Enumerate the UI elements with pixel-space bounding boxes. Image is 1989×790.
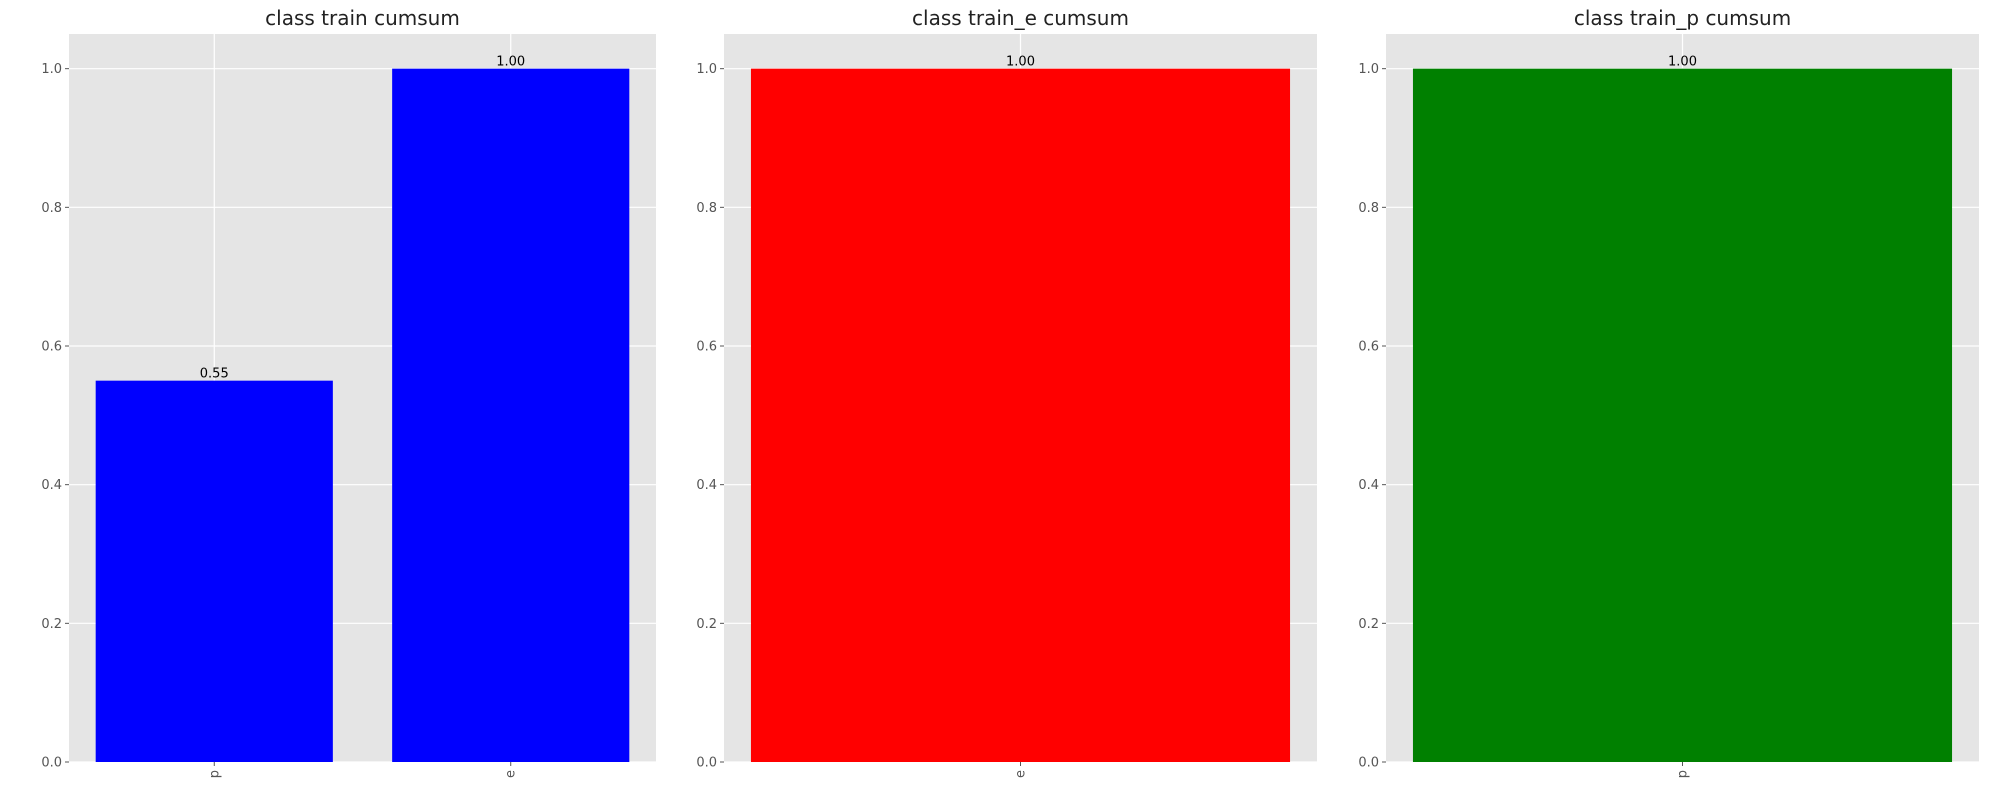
chart-title: class train_p cumsum [1574,6,1791,30]
x-tick-label: p [1676,770,1691,778]
chart-title: class train_e cumsum [912,6,1129,30]
y-tick-label: 0.2 [41,617,62,632]
chart-panel-2: 0.0 0.2 0.4 0.6 0.8 1.0 1.00 e class train_e cum… [696,6,1317,778]
data-label: 1.00 [1668,55,1697,70]
y-tick-label: 0.8 [41,201,62,216]
x-tick-label: p [207,770,222,778]
y-tick-label: 0.8 [696,201,717,216]
chart-panel-1: 0.0 0.2 0.4 0.6 0.8 1.0 0.55 p 1.00 e class train … [41,6,656,778]
data-label: 1.00 [1006,55,1035,70]
y-tick-label: 0.2 [1358,617,1379,632]
y-tick-label: 0.4 [696,478,717,493]
data-label: 0.55 [200,367,229,382]
y-tick-label: 0.6 [696,340,717,355]
y-tick-label: 1.0 [41,62,62,77]
bar-p[interactable] [95,380,333,762]
y-tick-label: 0.4 [1358,478,1379,493]
bar-e[interactable] [750,68,1291,762]
y-tick-label: 0.6 [41,340,62,355]
y-tick-label: 0.0 [41,756,62,771]
y-tick-label: 0.4 [41,478,62,493]
data-label: 1.00 [496,55,525,70]
chart-panel-3: 0.0 0.2 0.4 0.6 0.8 1.0 1.00 p class train_p cum… [1358,6,1979,778]
y-tick-label: 1.0 [696,62,717,77]
bar-p[interactable] [1412,68,1953,762]
y-tick-label: 0.0 [696,756,717,771]
y-tick-label: 1.0 [1358,62,1379,77]
y-tick-label: 0.0 [1358,756,1379,771]
y-tick-label: 0.6 [1358,340,1379,355]
bar-e[interactable] [392,68,630,762]
x-tick-label: e [1014,770,1029,778]
y-tick-label: 0.2 [696,617,717,632]
x-tick-label: e [504,770,519,778]
chart-title: class train cumsum [265,6,460,30]
y-tick-label: 0.8 [1358,201,1379,216]
